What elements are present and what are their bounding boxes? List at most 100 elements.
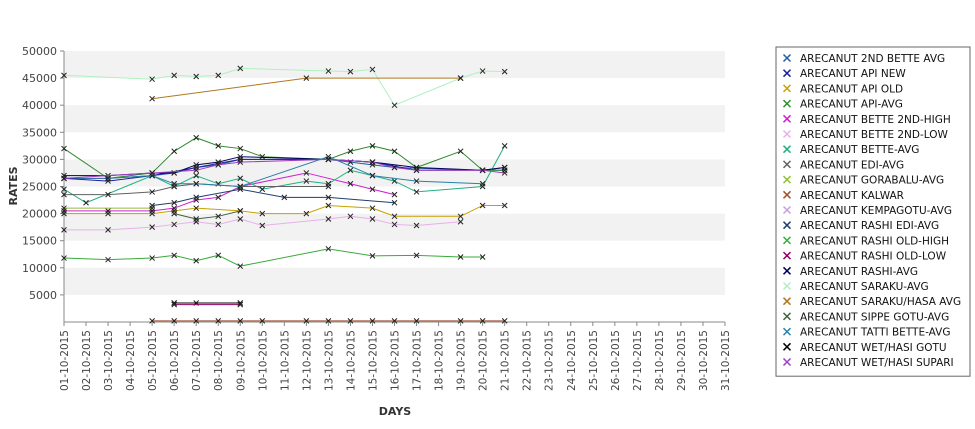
data-point — [303, 75, 310, 81]
y-axis: 5000 10000 15000 20000 25000 30000 35000 40000 4… — [22, 45, 65, 322]
data-point — [413, 167, 420, 174]
data-point — [347, 318, 354, 324]
data-point — [369, 253, 376, 259]
y-tick-label: 20000 — [22, 208, 57, 221]
x-tick-label: 02-10-2015 — [81, 330, 93, 391]
data-point — [391, 102, 398, 109]
legend-item: ARECANUT SARAKU/HASA AVG — [782, 296, 961, 308]
data-point — [303, 178, 310, 184]
data-point — [391, 191, 398, 198]
x-tick-label: 13-10-2015 — [323, 330, 335, 391]
legend-label: ARECANUT 2ND BETTE AVG — [800, 53, 945, 65]
series — [149, 75, 464, 102]
data-point — [171, 210, 178, 217]
x-tick-label: 20-10-2015 — [478, 330, 490, 391]
data-point — [237, 153, 244, 160]
series — [149, 318, 508, 324]
data-point — [325, 194, 332, 201]
legend-marker — [782, 266, 792, 275]
grid-band — [64, 51, 725, 79]
y-tick-label: 5000 — [29, 289, 57, 302]
data-point — [215, 213, 222, 220]
legend-item: ARECANUT SIPPE GOTU-AVG — [782, 311, 949, 323]
data-point — [61, 205, 67, 212]
data-point — [149, 224, 155, 231]
data-point — [61, 175, 67, 182]
data-point — [193, 167, 200, 174]
legend-marker — [782, 327, 792, 336]
data-point — [61, 255, 67, 261]
legend-item: ARECANUT 2ND BETTE AVG — [782, 53, 945, 65]
data-point — [149, 170, 155, 176]
data-point — [391, 178, 398, 184]
legend-label: ARECANUT RASHI OLD-LOW — [800, 251, 947, 263]
data-point — [391, 213, 398, 220]
data-point — [457, 148, 464, 155]
x-tick-label: 29-10-2015 — [676, 330, 688, 391]
y-tick-label: 15000 — [22, 235, 57, 248]
data-point — [61, 145, 67, 152]
series — [105, 153, 486, 190]
data-point — [259, 318, 266, 324]
data-point — [391, 164, 398, 171]
data-point — [237, 300, 244, 306]
data-point — [457, 213, 464, 220]
data-point — [281, 194, 288, 201]
legend-label: ARECANUT BETTE 2ND-HIGH — [800, 114, 951, 126]
data-point — [171, 318, 178, 324]
data-point — [325, 318, 332, 324]
data-point — [501, 68, 508, 75]
legend-item: ARECANUT KALWAR — [782, 190, 904, 202]
x-tick-label: 21-10-2015 — [500, 330, 512, 391]
x-tick-label: 25-10-2015 — [588, 330, 600, 391]
x-axis-label: DAYS — [379, 405, 412, 418]
legend-label: ARECANUT EDI-AVG — [800, 159, 904, 171]
legend-label: ARECANUT KALWAR — [800, 190, 904, 202]
data-point — [413, 318, 420, 324]
data-point — [171, 180, 178, 187]
legend-marker — [782, 236, 792, 245]
legend-item: ARECANUT RASHI EDI-AVG — [782, 220, 939, 232]
data-point — [61, 186, 67, 193]
legend-marker — [782, 175, 792, 184]
x-tick-label: 01-10-2015 — [59, 330, 71, 391]
legend-label: ARECANUT WET/HASI SUPARI — [800, 357, 954, 369]
grid-band — [64, 105, 725, 133]
data-point — [171, 205, 178, 212]
data-point — [479, 180, 486, 187]
legend-item: ARECANUT BETTE 2ND-HIGH — [782, 114, 951, 126]
data-point — [325, 153, 332, 160]
series — [61, 142, 508, 206]
legend-marker — [782, 84, 792, 93]
data-point — [325, 245, 332, 252]
legend-item: ARECANUT API OLD — [782, 83, 903, 95]
legend-label: ARECANUT RASHI-AVG — [800, 266, 918, 278]
data-point — [347, 68, 354, 75]
data-point — [479, 318, 486, 324]
data-point — [61, 72, 67, 79]
x-tick-label: 12-10-2015 — [301, 330, 313, 391]
data-point — [479, 202, 486, 209]
data-point — [215, 221, 222, 228]
legend-label: ARECANUT SARAKU-AVG — [800, 281, 929, 293]
legend-marker — [782, 357, 792, 367]
data-point — [391, 148, 398, 155]
grid-band — [64, 267, 725, 295]
data-point — [347, 148, 354, 155]
x-tick-label: 04-10-2015 — [125, 330, 137, 391]
legend-marker — [782, 145, 792, 154]
data-point — [479, 254, 486, 260]
data-point — [171, 300, 178, 306]
legend-marker — [782, 221, 792, 230]
data-point — [215, 142, 222, 149]
legend-item: ARECANUT WET/HASI GOTU — [782, 342, 947, 354]
legend-marker — [782, 129, 792, 139]
data-point — [149, 318, 155, 324]
legend-label: ARECANUT KEMPAGOTU-AVG — [800, 205, 952, 217]
data-point — [501, 170, 508, 176]
data-point — [369, 318, 376, 324]
data-point — [457, 75, 464, 81]
series-line — [64, 204, 505, 217]
data-point — [61, 191, 67, 198]
series — [61, 205, 155, 212]
